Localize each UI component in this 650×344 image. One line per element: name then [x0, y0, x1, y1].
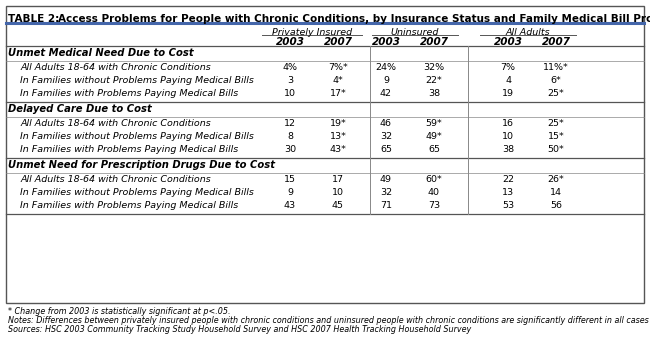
Text: 25*: 25* [547, 89, 564, 98]
Text: Unmet Need for Prescription Drugs Due to Cost: Unmet Need for Prescription Drugs Due to… [8, 160, 275, 170]
Text: 43*: 43* [330, 145, 346, 154]
Text: All Adults 18-64 with Chronic Conditions: All Adults 18-64 with Chronic Conditions [20, 63, 211, 72]
Text: All Adults 18-64 with Chronic Conditions: All Adults 18-64 with Chronic Conditions [20, 175, 211, 184]
Text: 19: 19 [502, 89, 514, 98]
Text: 10: 10 [284, 89, 296, 98]
Text: 38: 38 [428, 89, 440, 98]
Text: 2007: 2007 [324, 37, 352, 47]
Text: 9: 9 [383, 76, 389, 85]
Text: In Families without Problems Paying Medical Bills: In Families without Problems Paying Medi… [20, 76, 254, 85]
Text: 42: 42 [380, 89, 392, 98]
Text: 7%*: 7%* [328, 63, 348, 72]
Text: * Change from 2003 is statistically significant at p<.05.: * Change from 2003 is statistically sign… [8, 307, 231, 316]
Text: 45: 45 [332, 201, 344, 210]
Text: 11%*: 11%* [543, 63, 569, 72]
Text: 2003: 2003 [493, 37, 523, 47]
Text: 15: 15 [284, 175, 296, 184]
Text: In Families without Problems Paying Medical Bills: In Families without Problems Paying Medi… [20, 188, 254, 197]
Text: 59*: 59* [426, 119, 443, 128]
Text: 17*: 17* [330, 89, 346, 98]
Text: 26*: 26* [547, 175, 564, 184]
Text: 53: 53 [502, 201, 514, 210]
Text: 22*: 22* [426, 76, 443, 85]
Text: In Families with Problems Paying Medical Bills: In Families with Problems Paying Medical… [20, 145, 239, 154]
Text: In Families without Problems Paying Medical Bills: In Families without Problems Paying Medi… [20, 132, 254, 141]
Text: 32: 32 [380, 188, 392, 197]
Text: 49*: 49* [426, 132, 443, 141]
Text: 4*: 4* [333, 76, 343, 85]
Text: 38: 38 [502, 145, 514, 154]
Text: 19*: 19* [330, 119, 346, 128]
Text: 25*: 25* [547, 119, 564, 128]
Text: Sources: HSC 2003 Community Tracking Study Household Survey and HSC 2007 Health : Sources: HSC 2003 Community Tracking Stu… [8, 325, 471, 334]
Text: 16: 16 [502, 119, 514, 128]
Text: 7%: 7% [500, 63, 515, 72]
Text: 10: 10 [332, 188, 344, 197]
Text: 2003: 2003 [372, 37, 400, 47]
Text: 14: 14 [550, 188, 562, 197]
Text: TABLE 2:: TABLE 2: [8, 14, 59, 24]
Text: 32: 32 [380, 132, 392, 141]
Text: 2003: 2003 [276, 37, 304, 47]
Text: 4: 4 [505, 76, 511, 85]
Text: 15*: 15* [547, 132, 564, 141]
Text: 40: 40 [428, 188, 440, 197]
Text: In Families with Problems Paying Medical Bills: In Families with Problems Paying Medical… [20, 201, 239, 210]
Text: Privately Insured: Privately Insured [272, 28, 352, 37]
Text: 43: 43 [284, 201, 296, 210]
Text: All Adults 18-64 with Chronic Conditions: All Adults 18-64 with Chronic Conditions [20, 119, 211, 128]
Text: 3: 3 [287, 76, 293, 85]
Text: 60*: 60* [426, 175, 443, 184]
Text: 56: 56 [550, 201, 562, 210]
Text: 13: 13 [502, 188, 514, 197]
Text: 9: 9 [287, 188, 293, 197]
Text: 65: 65 [380, 145, 392, 154]
Text: Delayed Care Due to Cost: Delayed Care Due to Cost [8, 104, 151, 114]
Text: 8: 8 [287, 132, 293, 141]
Text: 71: 71 [380, 201, 392, 210]
Text: All Adults: All Adults [506, 28, 551, 37]
Text: 46: 46 [380, 119, 392, 128]
Text: 12: 12 [284, 119, 296, 128]
Text: Notes: Differences between privately insured people with chronic conditions and : Notes: Differences between privately ins… [8, 316, 650, 325]
Text: 17: 17 [332, 175, 344, 184]
Text: Uninsured: Uninsured [391, 28, 439, 37]
Text: 32%: 32% [423, 63, 445, 72]
Text: 13*: 13* [330, 132, 346, 141]
Text: 50*: 50* [547, 145, 564, 154]
Text: 30: 30 [284, 145, 296, 154]
Text: 22: 22 [502, 175, 514, 184]
Text: 2007: 2007 [419, 37, 448, 47]
Text: Access Problems for People with Chronic Conditions, by Insurance Status and Fami: Access Problems for People with Chronic … [58, 14, 650, 24]
Text: 24%: 24% [376, 63, 396, 72]
Text: 2007: 2007 [541, 37, 571, 47]
Text: In Families with Problems Paying Medical Bills: In Families with Problems Paying Medical… [20, 89, 239, 98]
Text: 6*: 6* [551, 76, 562, 85]
Text: 49: 49 [380, 175, 392, 184]
Text: 65: 65 [428, 145, 440, 154]
Text: Unmet Medical Need Due to Cost: Unmet Medical Need Due to Cost [8, 48, 194, 58]
Text: 10: 10 [502, 132, 514, 141]
Bar [6, 6, 644, 303]
Text: 73: 73 [428, 201, 440, 210]
Text: 4%: 4% [283, 63, 298, 72]
